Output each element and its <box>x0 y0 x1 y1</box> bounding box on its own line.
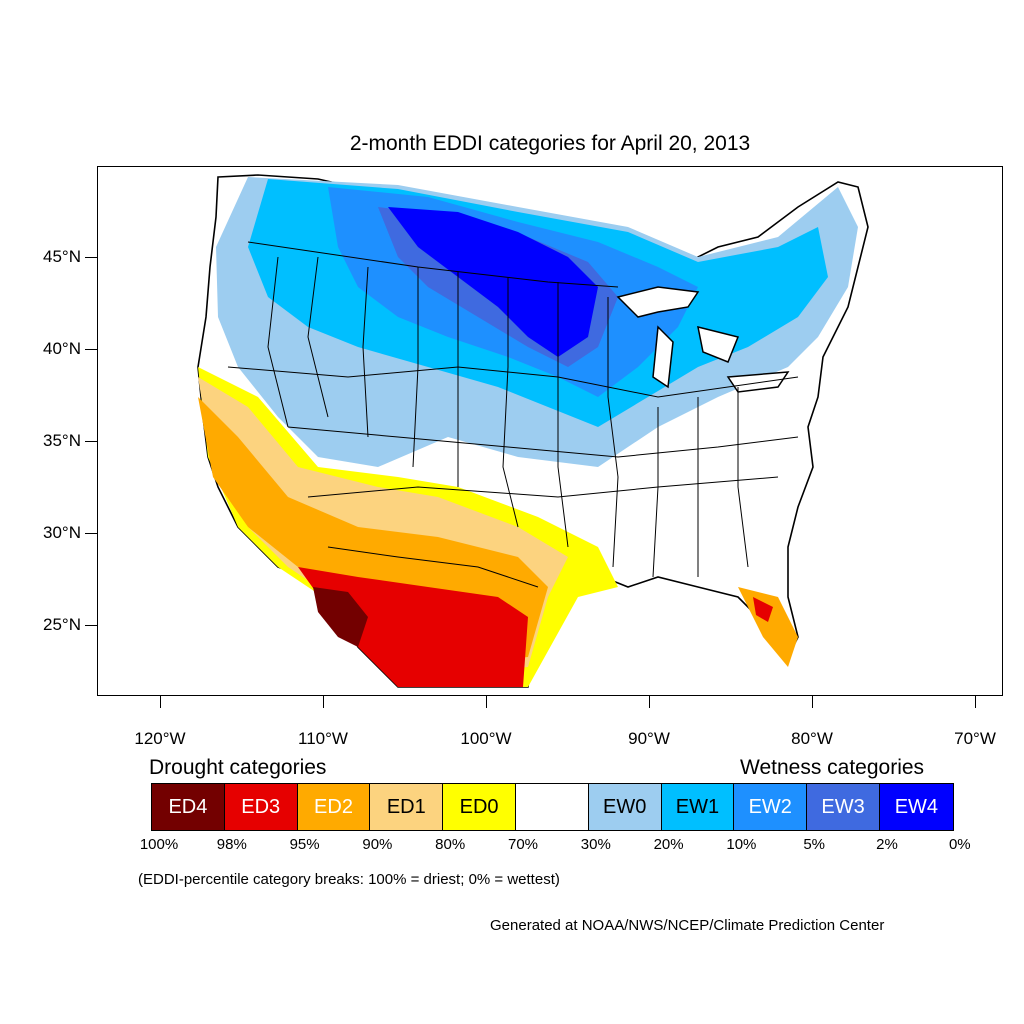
break-label: 98% <box>216 836 247 853</box>
legend-box-ed0: ED0 <box>443 784 516 830</box>
eddi-map <box>197 174 869 688</box>
lon-label-120: 120°W <box>134 729 186 748</box>
credit-line: Generated at NOAA/NWS/NCEP/Climate Predi… <box>490 917 885 934</box>
lon-label-80: 80°W <box>791 729 833 748</box>
legend-box-ed2: ED2 <box>297 784 371 830</box>
break-label: 95% <box>289 836 320 853</box>
break-label: 10% <box>726 836 757 853</box>
legend-box-ew3: EW3 <box>807 784 880 830</box>
lat-tick <box>85 533 97 534</box>
lon-tick <box>975 696 976 708</box>
region-florida <box>738 587 798 667</box>
break-label: 30% <box>580 836 611 853</box>
lat-label-45: 45°N <box>43 247 81 266</box>
lon-label-110: 110°W <box>298 729 348 748</box>
lat-label-25: 25°N <box>43 615 81 634</box>
lat-tick <box>85 441 97 442</box>
category-note: (EDDI-percentile category breaks: 100% =… <box>138 871 560 888</box>
region-florida-ed3 <box>753 597 773 622</box>
lat-label-40: 40°N <box>43 339 81 358</box>
map-title: 2-month EDDI categories for April 20, 20… <box>349 132 751 155</box>
lon-label-100: 100°W <box>460 729 512 748</box>
lon-tick <box>160 696 161 708</box>
break-label: 100% <box>139 836 179 853</box>
break-label: 2% <box>876 836 898 853</box>
break-label: 70% <box>507 836 539 853</box>
drought-categories-heading: Drought categories <box>149 756 327 779</box>
lon-label-90: 90°W <box>628 729 670 748</box>
legend-box-ed3: ED3 <box>224 784 298 830</box>
lon-tick <box>649 696 650 708</box>
legend-box-ew4: EW4 <box>879 784 953 830</box>
region-ed4 <box>313 587 368 647</box>
break-label: 80% <box>435 836 466 853</box>
lon-label-70: 70°W <box>954 729 996 748</box>
legend-box-ed1: ED1 <box>370 784 444 830</box>
region-ew4 <box>388 207 598 357</box>
great-lakes <box>616 286 790 393</box>
state-borders <box>227 241 799 588</box>
lat-tick <box>85 349 97 350</box>
legend-box-ew0: EW0 <box>588 784 662 830</box>
lat-tick <box>85 257 97 258</box>
lat-label-30: 30°N <box>43 523 81 542</box>
break-label: 20% <box>653 836 684 853</box>
break-label: 5% <box>803 836 826 853</box>
legend-box-ew1: EW1 <box>661 784 735 830</box>
category-legend: ED4 ED3 ED2 ED1 ED0 EW0 EW1 EW2 EW3 EW4 <box>151 783 954 831</box>
legend-box-ed4: ED4 <box>152 784 225 830</box>
lon-tick <box>486 696 487 708</box>
break-label: 90% <box>362 836 393 853</box>
lon-tick <box>323 696 324 708</box>
region-ed3 <box>298 567 528 687</box>
break-label: 0% <box>948 836 971 853</box>
legend-box-ew2: EW2 <box>734 784 808 830</box>
lat-tick <box>85 625 97 626</box>
lat-label-35: 35°N <box>43 431 81 450</box>
legend-box-normal <box>515 784 589 830</box>
map-panel <box>97 166 1003 696</box>
wetness-categories-heading: Wetness categories <box>740 756 925 779</box>
lon-tick <box>812 696 813 708</box>
